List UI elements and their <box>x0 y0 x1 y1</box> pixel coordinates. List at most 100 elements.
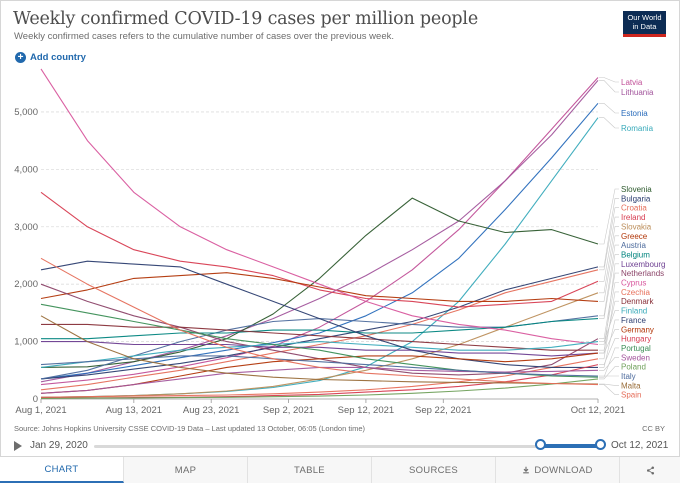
x-tick-label: Sep 12, 2021 <box>338 405 395 416</box>
legend-label-ireland: Ireland <box>621 213 645 222</box>
series-line-malta <box>40 315 599 385</box>
series-line-czechia <box>40 358 599 398</box>
tab-map[interactable]: MAP <box>124 457 248 483</box>
legend-label-belgium: Belgium <box>621 250 650 259</box>
legend-label-denmark: Denmark <box>621 297 654 306</box>
timeline-track[interactable] <box>94 445 600 448</box>
series-line-portugal <box>40 303 599 378</box>
legend-label-poland: Poland <box>621 363 646 372</box>
legend-connector <box>599 291 619 360</box>
tab-download[interactable]: DOWNLOAD <box>496 457 620 483</box>
y-tick-label: 0 <box>33 394 38 405</box>
legend-connector <box>599 198 619 268</box>
legend-label-sweden: Sweden <box>621 353 650 362</box>
legend-label-germany: Germany <box>621 325 654 334</box>
tab-bar: CHART MAP TABLE SOURCES DOWNLOAD <box>0 456 680 483</box>
legend-label-latvia: Latvia <box>621 78 643 87</box>
legend-connector <box>599 356 619 371</box>
download-label: DOWNLOAD <box>534 464 593 476</box>
legend-connector <box>599 188 619 245</box>
legend-label-czechia: Czechia <box>621 288 650 297</box>
legend-connector <box>599 80 619 93</box>
legend-connector <box>599 117 619 129</box>
legend-connector <box>599 338 619 365</box>
legend-connector <box>599 366 619 380</box>
legend-label-france: France <box>621 316 646 325</box>
legend-label-finland: Finland <box>621 307 647 316</box>
legend-label-croatia: Croatia <box>621 204 647 213</box>
tab-chart[interactable]: CHART <box>0 457 124 483</box>
tab-sources[interactable]: SOURCES <box>372 457 496 483</box>
y-tick-label: 5,000 <box>14 107 38 118</box>
x-tick-label: Aug 1, 2021 <box>15 405 66 416</box>
series-line-croatia <box>40 269 599 391</box>
legend-label-portugal: Portugal <box>621 344 651 353</box>
series-line-france <box>40 260 598 368</box>
series-line-ireland <box>40 191 599 308</box>
legend-connector <box>599 216 619 282</box>
legend-connector <box>599 347 619 378</box>
series-line-cyprus <box>40 68 599 346</box>
plus-circle-icon: + <box>15 52 26 63</box>
series-line-spain <box>40 257 599 386</box>
legend-label-romania: Romania <box>621 124 654 133</box>
timeline-start-label: Jan 29, 2020 <box>30 440 88 451</box>
legend-connector <box>599 310 619 342</box>
x-tick-label: Sep 22, 2021 <box>415 405 472 416</box>
legend-label-lithuania: Lithuania <box>621 88 654 97</box>
series-line-slovenia <box>40 197 599 368</box>
x-tick-label: Aug 23, 2021 <box>183 405 240 416</box>
logo-line-1: Our World <box>627 13 662 22</box>
y-tick-label: 4,000 <box>14 164 38 175</box>
legend-label-estonia: Estonia <box>621 109 648 118</box>
legend-label-greece: Greece <box>621 232 648 241</box>
legend-label-luxembourg: Luxembourg <box>621 260 665 269</box>
owid-logo[interactable]: Our World in Data <box>623 11 666 37</box>
legend-label-slovenia: Slovenia <box>621 185 652 194</box>
add-country-label: Add country <box>30 52 86 63</box>
logo-line-2: in Data <box>632 22 657 31</box>
license-link[interactable]: CC BY <box>642 424 665 433</box>
series-line-finland <box>40 341 599 368</box>
series-line-luxembourg <box>41 341 599 357</box>
timeline-end-label: Oct 12, 2021 <box>611 440 669 451</box>
x-tick-label: Oct 12, 2021 <box>571 405 625 416</box>
legend-connector <box>599 226 619 294</box>
source-note: Source: Johns Hopkins University CSSE CO… <box>14 424 366 433</box>
series-line-belgium <box>41 318 599 340</box>
legend-label-netherlands: Netherlands <box>621 269 664 278</box>
legend-label-bulgaria: Bulgaria <box>621 194 651 203</box>
legend-label-hungary: Hungary <box>621 335 651 344</box>
y-tick-label: 3,000 <box>14 222 38 233</box>
legend-connector <box>599 207 619 271</box>
y-tick-label: 1,000 <box>14 337 38 348</box>
chart-subtitle: Weekly confirmed cases refers to the cum… <box>14 31 394 42</box>
chart-title: Weekly confirmed COVID-19 cases per mill… <box>13 9 478 29</box>
add-country-button[interactable]: + Add country <box>15 52 86 63</box>
y-tick-label: 2,000 <box>14 279 38 290</box>
share-icon <box>646 466 654 474</box>
logo-accent-bar <box>623 34 666 37</box>
series-line-estonia <box>40 102 599 380</box>
legend-label-austria: Austria <box>621 241 646 250</box>
series-line-bulgaria <box>40 266 599 380</box>
legend-label-malta: Malta <box>621 381 641 390</box>
legend-label-slovakia: Slovakia <box>621 222 652 231</box>
legend-connector <box>599 383 619 386</box>
legend-label-cyprus: Cyprus <box>621 279 646 288</box>
timeline-end-handle[interactable] <box>595 439 606 450</box>
share-button[interactable] <box>620 457 680 483</box>
timeline-start-handle[interactable] <box>535 439 546 450</box>
series-line-poland <box>40 378 599 399</box>
play-icon[interactable] <box>14 441 22 451</box>
x-tick-label: Aug 13, 2021 <box>106 405 163 416</box>
legend-connector <box>599 244 619 317</box>
tab-table[interactable]: TABLE <box>248 457 372 483</box>
series-line-hungary <box>40 364 599 399</box>
legend-label-spain: Spain <box>621 391 641 400</box>
legend-connector <box>599 282 619 345</box>
legend-connector <box>599 235 619 302</box>
timeline-selected-range <box>540 444 600 448</box>
